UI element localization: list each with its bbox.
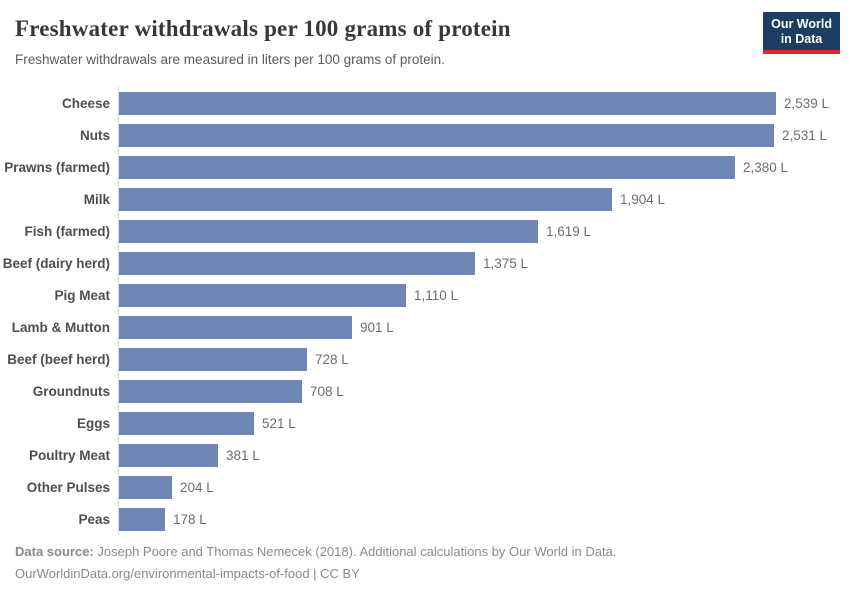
bar[interactable] xyxy=(119,411,254,435)
value-label: 2,539 L xyxy=(784,95,830,111)
value-label: 381 L xyxy=(226,447,260,463)
value-label: 178 L xyxy=(173,511,207,527)
owid-logo[interactable]: Our World in Data xyxy=(763,12,840,54)
bar-track: 2,380 L xyxy=(118,151,850,183)
owid-logo-line1: Our World xyxy=(771,17,832,31)
category-label: Cheese xyxy=(61,95,110,111)
bar-row: Beef (beef herd) 728 L xyxy=(0,343,850,375)
bar-row: Lamb & Mutton 901 L xyxy=(0,311,850,343)
value-label: 204 L xyxy=(180,479,214,495)
bar-row: Fish (farmed) 1,619 L xyxy=(0,215,850,247)
bar[interactable] xyxy=(119,123,774,147)
category-label: Nuts xyxy=(80,127,110,143)
chart-footer: Data source: Joseph Poore and Thomas Nem… xyxy=(15,541,835,585)
category-label: Lamb & Mutton xyxy=(11,319,110,335)
bar-row: Pig Meat 1,110 L xyxy=(0,279,850,311)
bar-track: 708 L xyxy=(118,375,850,407)
bar[interactable] xyxy=(119,379,302,403)
bar-row: Nuts 2,531 L xyxy=(0,119,850,151)
bar[interactable] xyxy=(119,283,406,307)
category-label: Beef (beef herd) xyxy=(7,351,110,367)
bar-row: Poultry Meat 381 L xyxy=(0,439,850,471)
value-label: 1,904 L xyxy=(620,191,666,207)
value-label: 2,380 L xyxy=(743,159,789,175)
bar-track: 204 L xyxy=(118,471,850,503)
bar-track: 901 L xyxy=(118,311,850,343)
category-label: Other Pulses xyxy=(26,479,110,495)
category-label: Peas xyxy=(78,511,110,527)
value-label: 1,110 L xyxy=(414,287,459,303)
bar-track: 1,375 L xyxy=(118,247,850,279)
attribution-link[interactable]: OurWorldinData.org/environmental-impacts… xyxy=(15,566,360,581)
bar[interactable] xyxy=(119,443,218,467)
bar-row: Eggs 521 L xyxy=(0,407,850,439)
category-label: Poultry Meat xyxy=(28,447,110,463)
chart-header: Freshwater withdrawals per 100 grams of … xyxy=(15,16,750,67)
bar-track: 728 L xyxy=(118,343,850,375)
value-label: 1,375 L xyxy=(483,255,529,271)
category-label: Eggs xyxy=(76,415,110,431)
value-label: 901 L xyxy=(360,319,394,335)
bar-row: Prawns (farmed) 2,380 L xyxy=(0,151,850,183)
value-label: 1,619 L xyxy=(546,223,592,239)
bar-track: 381 L xyxy=(118,439,850,471)
bar-row: Beef (dairy herd) 1,375 L xyxy=(0,247,850,279)
category-label: Milk xyxy=(83,191,110,207)
bar-track: 2,539 L xyxy=(118,87,850,119)
bar[interactable] xyxy=(119,91,776,115)
value-label: 708 L xyxy=(310,383,344,399)
bar-track: 521 L xyxy=(118,407,850,439)
value-label: 2,531 L xyxy=(782,127,828,143)
bar-row: Cheese 2,539 L xyxy=(0,87,850,119)
value-label: 521 L xyxy=(262,415,296,431)
bar-row: Groundnuts 708 L xyxy=(0,375,850,407)
category-label: Beef (dairy herd) xyxy=(2,255,110,271)
bar-track: 1,110 L xyxy=(118,279,850,311)
bar-track: 1,619 L xyxy=(118,215,850,247)
category-label: Pig Meat xyxy=(54,287,110,303)
owid-logo-line2: in Data xyxy=(780,32,823,46)
data-source-label: Data source: xyxy=(15,544,94,559)
value-label: 728 L xyxy=(315,351,349,367)
bar[interactable] xyxy=(119,251,475,275)
bar[interactable] xyxy=(119,475,172,499)
bar[interactable] xyxy=(119,315,352,339)
bar[interactable] xyxy=(119,347,307,371)
data-source-line: Data source: Joseph Poore and Thomas Nem… xyxy=(15,541,835,563)
bar-track: 1,904 L xyxy=(118,183,850,215)
bar-chart: Cheese 2,539 L Nuts 2,531 L Prawns (farmed) 2… xyxy=(0,87,850,535)
category-label: Fish (farmed) xyxy=(24,223,110,239)
bar-row: Other Pulses 204 L xyxy=(0,471,850,503)
bar-track: 178 L xyxy=(118,503,850,535)
category-label: Prawns (farmed) xyxy=(4,159,110,175)
bar[interactable] xyxy=(119,187,612,211)
data-source-text: Joseph Poore and Thomas Nemecek (2018). … xyxy=(97,544,617,559)
bar-row: Milk 1,904 L xyxy=(0,183,850,215)
bar[interactable] xyxy=(119,219,538,243)
bar-row: Peas 178 L xyxy=(0,503,850,535)
category-label: Groundnuts xyxy=(32,383,110,399)
bar[interactable] xyxy=(119,155,735,179)
bar[interactable] xyxy=(119,507,165,531)
bar-track: 2,531 L xyxy=(118,119,850,151)
chart-subtitle: Freshwater withdrawals are measured in l… xyxy=(15,52,445,67)
chart-title: Freshwater withdrawals per 100 grams of … xyxy=(15,16,511,41)
